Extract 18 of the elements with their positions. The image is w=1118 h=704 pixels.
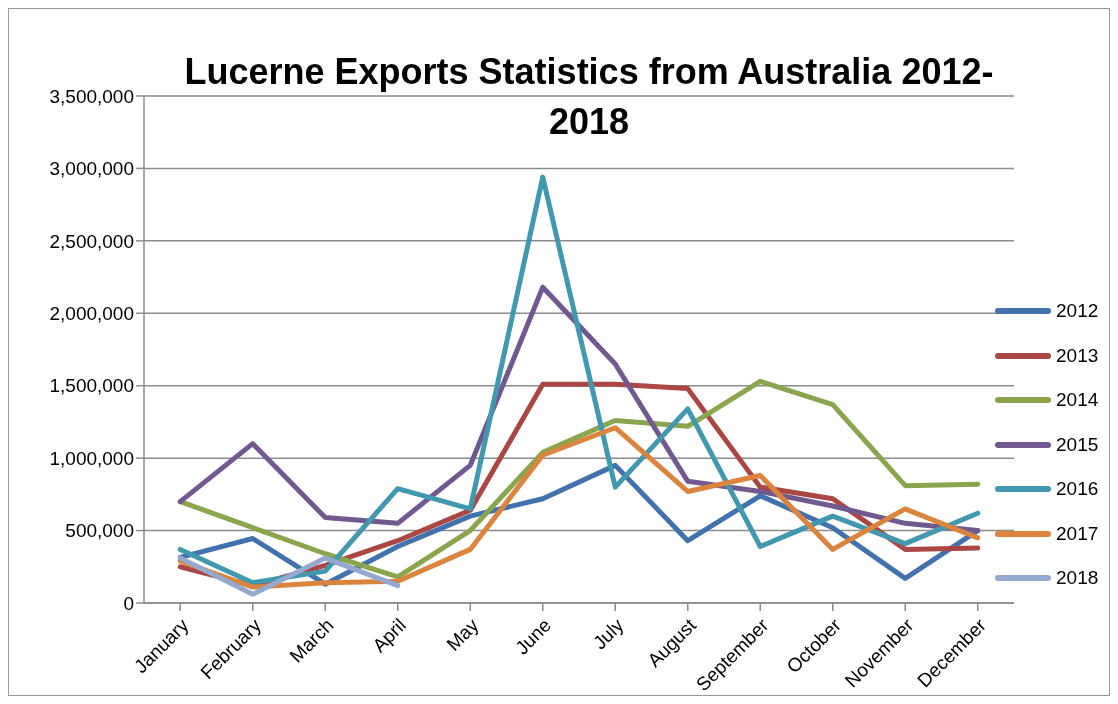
- x-tick-label: May: [442, 614, 483, 655]
- legend-label: 2016: [1056, 478, 1099, 501]
- legend-label: 2014: [1056, 389, 1099, 412]
- y-tick-label: 3,000,000: [49, 158, 134, 180]
- legend-label: 2012: [1056, 300, 1099, 323]
- y-tick-label: 1,500,000: [49, 375, 134, 397]
- y-tick-label: 0: [123, 592, 134, 614]
- chart-title: Lucerne Exports Statistics from Australia 2012-2018: [183, 50, 995, 144]
- x-tick-label: July: [588, 614, 628, 654]
- y-tick-label: 2,000,000: [49, 303, 134, 325]
- legend-label: 2015: [1056, 433, 1099, 456]
- y-tick-label: 1,000,000: [49, 447, 134, 469]
- legend-label: 2017: [1056, 522, 1099, 545]
- y-tick-label: 500,000: [65, 520, 134, 542]
- legend-label: 2013: [1056, 344, 1099, 367]
- y-tick-label: 3,500,000: [49, 85, 134, 107]
- legend-label: 2018: [1056, 567, 1099, 590]
- y-tick-label: 2,500,000: [49, 230, 134, 252]
